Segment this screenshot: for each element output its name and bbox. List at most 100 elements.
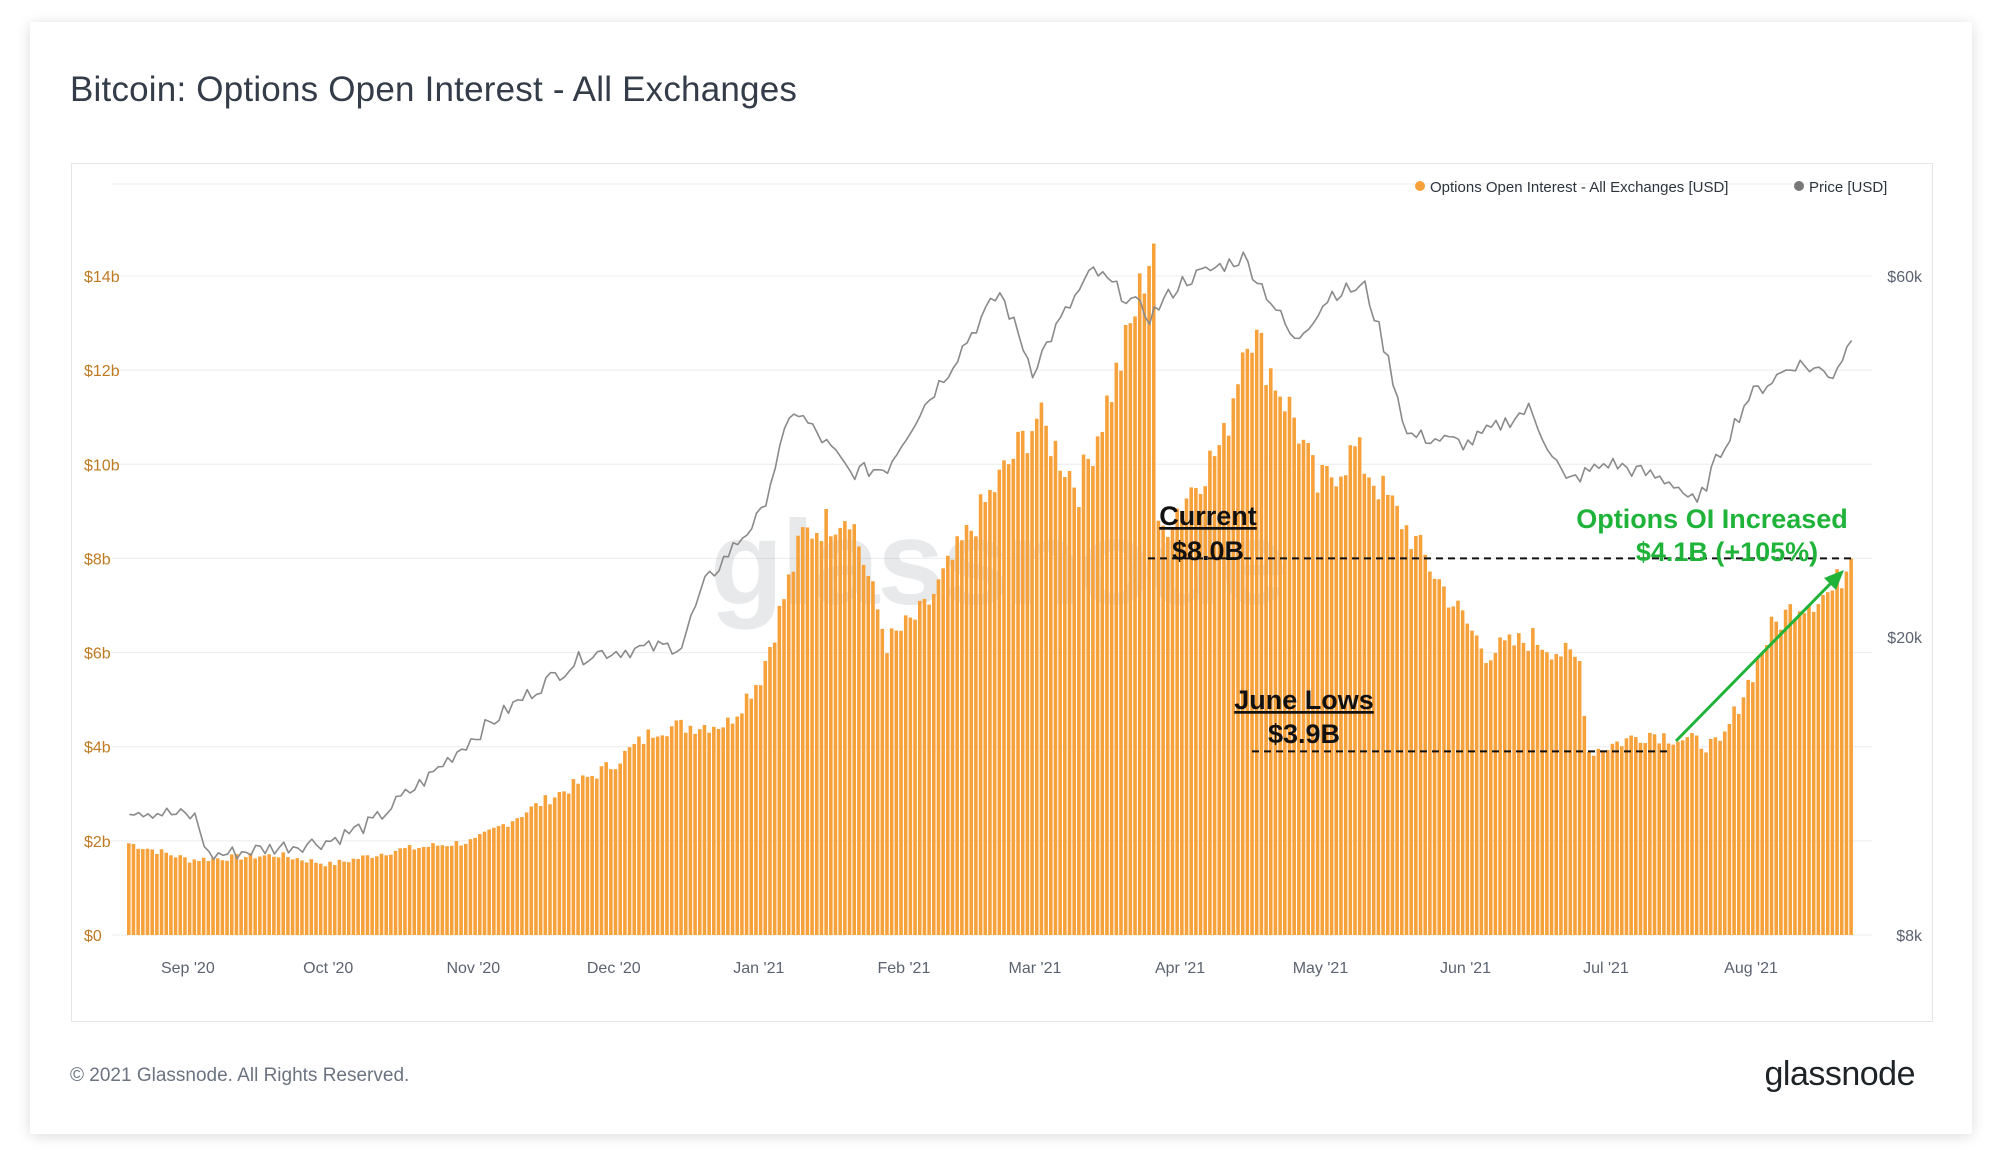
- oi-bar[interactable]: [1067, 470, 1072, 935]
- oi-bar[interactable]: [974, 536, 978, 935]
- oi-bar[interactable]: [585, 776, 590, 935]
- oi-bar[interactable]: [1807, 605, 1811, 935]
- oi-bar[interactable]: [1072, 487, 1076, 935]
- oi-bar[interactable]: [1381, 475, 1385, 935]
- oi-bar[interactable]: [1540, 649, 1545, 935]
- oi-bar[interactable]: [1788, 604, 1793, 935]
- oi-bar[interactable]: [1568, 649, 1573, 935]
- oi-bar[interactable]: [501, 824, 505, 935]
- oi-bar[interactable]: [894, 630, 899, 935]
- oi-bar[interactable]: [141, 849, 145, 935]
- oi-bar[interactable]: [155, 854, 159, 935]
- oi-bar[interactable]: [1774, 621, 1779, 935]
- oi-bar[interactable]: [1339, 476, 1343, 935]
- oi-bar[interactable]: [1437, 579, 1442, 935]
- oi-bar[interactable]: [262, 855, 267, 935]
- legend-item-price[interactable]: Price [USD]: [1794, 179, 1887, 196]
- oi-bar[interactable]: [328, 861, 332, 935]
- oi-bar[interactable]: [740, 713, 744, 935]
- oi-bar[interactable]: [304, 862, 309, 935]
- oi-bar[interactable]: [1109, 402, 1114, 936]
- oi-bar[interactable]: [445, 846, 449, 935]
- oi-bar[interactable]: [997, 469, 1002, 935]
- oi-bar[interactable]: [454, 841, 459, 935]
- legend[interactable]: Options Open Interest - All Exchanges [U…: [1415, 179, 1887, 196]
- oi-bar[interactable]: [178, 855, 183, 935]
- oi-bar[interactable]: [253, 858, 257, 935]
- oi-bar[interactable]: [534, 803, 538, 935]
- oi-bar[interactable]: [1161, 525, 1165, 935]
- oi-bar[interactable]: [1170, 527, 1175, 935]
- oi-bar[interactable]: [1217, 445, 1222, 935]
- oi-bar[interactable]: [1559, 656, 1563, 935]
- oi-bar[interactable]: [1212, 456, 1217, 935]
- oi-bar[interactable]: [1610, 743, 1615, 935]
- oi-bar[interactable]: [1844, 571, 1849, 935]
- oi-bar[interactable]: [1605, 750, 1610, 935]
- oi-bar[interactable]: [1765, 645, 1769, 935]
- oi-bar[interactable]: [1554, 654, 1559, 935]
- oi-bar[interactable]: [1283, 411, 1287, 936]
- oi-bar[interactable]: [1704, 752, 1708, 935]
- oi-bar[interactable]: [1025, 453, 1030, 935]
- oi-bar[interactable]: [538, 805, 543, 935]
- oi-bar[interactable]: [693, 733, 697, 935]
- oi-bar[interactable]: [1526, 650, 1530, 935]
- oi-bar[interactable]: [1414, 536, 1418, 935]
- oi-bar[interactable]: [665, 736, 669, 935]
- oi-bar[interactable]: [744, 693, 749, 935]
- oi-bar[interactable]: [543, 795, 548, 935]
- oi-bar[interactable]: [281, 852, 286, 935]
- oi-bar[interactable]: [1091, 465, 1095, 935]
- oi-bar[interactable]: [1180, 511, 1184, 935]
- oi-bar[interactable]: [1690, 733, 1694, 935]
- oi-bar[interactable]: [1058, 470, 1062, 935]
- oi-bar[interactable]: [735, 716, 740, 935]
- oi-bar[interactable]: [1460, 610, 1465, 935]
- oi-bar[interactable]: [1095, 436, 1100, 935]
- oi-bar[interactable]: [983, 502, 988, 935]
- oi-bar[interactable]: [1432, 578, 1437, 935]
- oi-bar[interactable]: [992, 492, 997, 935]
- oi-bar[interactable]: [1648, 732, 1652, 935]
- oi-bar[interactable]: [435, 845, 440, 935]
- oi-bar[interactable]: [1287, 396, 1292, 935]
- oi-bar[interactable]: [300, 860, 304, 935]
- oi-bar[interactable]: [1254, 329, 1259, 935]
- oi-bar[interactable]: [917, 600, 922, 935]
- oi-bar[interactable]: [393, 850, 398, 935]
- oi-bar[interactable]: [431, 843, 435, 935]
- oi-bar[interactable]: [796, 535, 800, 935]
- oi-bar[interactable]: [978, 494, 983, 935]
- oi-bar[interactable]: [356, 859, 360, 935]
- oi-bar[interactable]: [1769, 616, 1774, 935]
- oi-bar[interactable]: [492, 827, 496, 935]
- oi-bar[interactable]: [609, 769, 613, 935]
- oi-bar[interactable]: [908, 617, 913, 935]
- oi-bar[interactable]: [192, 859, 197, 935]
- oi-bar[interactable]: [580, 775, 585, 935]
- oi-bar[interactable]: [1694, 735, 1699, 935]
- oi-bar[interactable]: [730, 723, 735, 935]
- oi-bar[interactable]: [936, 579, 941, 935]
- oi-bar[interactable]: [1732, 706, 1736, 935]
- oi-bar[interactable]: [1549, 659, 1554, 935]
- oi-bar[interactable]: [150, 849, 154, 936]
- oi-bar[interactable]: [683, 732, 688, 935]
- oi-bar[interactable]: [641, 743, 646, 935]
- oi-bar[interactable]: [1451, 606, 1456, 935]
- oi-bar[interactable]: [496, 826, 501, 935]
- oi-bar[interactable]: [389, 854, 393, 935]
- oi-bar[interactable]: [1783, 609, 1788, 935]
- oi-bar[interactable]: [627, 747, 632, 935]
- oi-bar[interactable]: [1465, 623, 1470, 935]
- oi-bar[interactable]: [1470, 630, 1474, 935]
- oi-bar[interactable]: [1479, 648, 1484, 935]
- oi-bar[interactable]: [875, 609, 880, 935]
- oi-bar[interactable]: [1521, 642, 1526, 935]
- oi-bar[interactable]: [1615, 741, 1619, 935]
- oi-bar[interactable]: [814, 532, 819, 935]
- oi-bar[interactable]: [510, 821, 515, 935]
- oi-bar[interactable]: [290, 859, 295, 935]
- oi-bar[interactable]: [1755, 657, 1760, 935]
